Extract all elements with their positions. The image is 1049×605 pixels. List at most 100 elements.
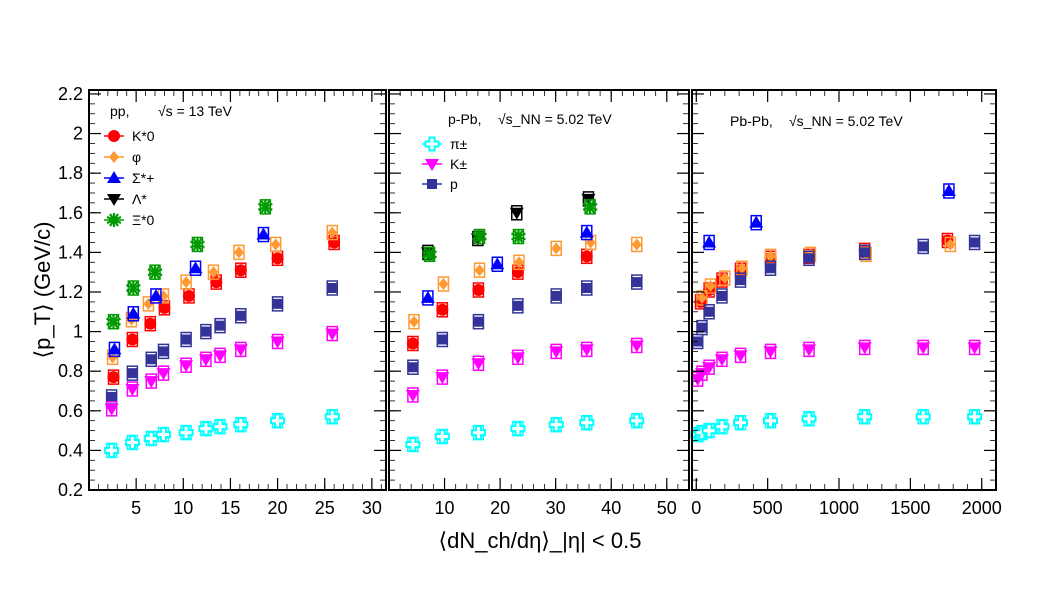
pbpb-kaon-point (763, 346, 778, 359)
pp-kstar0-point (328, 236, 341, 249)
pp-kaon-point (198, 354, 213, 367)
ppb-kaon-point (510, 352, 525, 365)
pbpb-pion-point (915, 409, 931, 425)
x-axis-title: ⟨dN_ch/dη⟩_|η| < 0.5 (439, 528, 642, 553)
x-tick-label: 50 (657, 498, 677, 518)
ppb-kaon-point (629, 340, 644, 353)
ppb-kstar0-point (406, 337, 419, 350)
ppb-kaon-point (435, 372, 450, 385)
x-tick-label: 15 (220, 498, 240, 518)
pp-sigmastar-point (256, 227, 271, 240)
legend-ppb-proton-label: p (450, 176, 458, 192)
pbpb-pion-point (801, 411, 817, 427)
pp-proton-point (181, 334, 192, 345)
y-tick-label: 0.4 (58, 440, 83, 460)
pp-pion-point (212, 419, 228, 435)
x-tick-label: 10 (173, 498, 193, 518)
pp-kaon-point (179, 360, 194, 373)
panel-ppb-system-label: p-Pb, (448, 111, 481, 127)
pp-proton-point (158, 346, 169, 357)
pp-phi-point (270, 238, 281, 251)
panel-pp-legend: K*0 φ Σ*+ Λ* Ξ*0 (104, 128, 155, 228)
x-tick-label: 500 (753, 498, 783, 518)
ppb-proton-point (407, 362, 418, 373)
ppb-xistar0-point (422, 247, 437, 262)
ppb-proton-point (473, 316, 484, 327)
y-tick-label: 0.2 (58, 480, 83, 500)
x-tick-label: 1500 (890, 498, 930, 518)
pbpb-phi-point (719, 272, 730, 285)
ppb-phi-point (551, 242, 562, 255)
ppb-kaon-point (579, 344, 594, 357)
pp-kstar0-point (126, 333, 139, 346)
pp-sigmastar-point (188, 261, 203, 274)
pp-pion-point (198, 421, 214, 437)
ppb-kaon-point (405, 389, 420, 402)
legend-pp-phi-label: φ (132, 149, 141, 165)
pp-proton-point (272, 298, 283, 309)
y-tick-label: 2.2 (58, 84, 83, 104)
ppb-pion-point (548, 417, 564, 433)
panel-pp-system-label: pp, (110, 103, 129, 119)
ppb-phi-point (514, 256, 524, 269)
ppb-pion-point (629, 413, 645, 429)
pbpb-sigmastar-point (702, 235, 717, 248)
pp-pion-point (155, 427, 171, 443)
legend-pp-phi-marker (109, 151, 119, 163)
x-tick-label: 5 (131, 498, 141, 518)
y-tick-label: 0.8 (58, 361, 83, 381)
panel-ppb-marks (405, 191, 645, 453)
pbpb-pion-point (967, 409, 983, 425)
pp-proton-point (327, 283, 338, 294)
pbpb-kaon-point (916, 342, 931, 355)
pp-phi-point (181, 276, 192, 289)
pp-kaon-point (325, 328, 340, 341)
pbpb-proton-point (969, 237, 980, 248)
pbpb-pion-point (714, 419, 730, 435)
ppb-phi-point (409, 315, 419, 328)
pp-kaon-point (270, 336, 285, 349)
pp-pion-point (124, 434, 140, 450)
x-tick-label: 25 (315, 498, 335, 518)
panel-ppb-ticks: 10 20 30 40 50 (388, 90, 690, 518)
pbpb-sigmastar-point (941, 183, 956, 196)
ppb-pion-point (470, 425, 486, 441)
x-tick-label: 20 (490, 498, 510, 518)
pbpb-proton-point (716, 290, 727, 301)
pp-proton-point (127, 368, 138, 379)
legend-pp-xistar0-label: Ξ*0 (132, 212, 155, 228)
legend-pp-kstar0-label: K*0 (132, 128, 155, 144)
pbpb-pion-point (701, 423, 717, 439)
pbpb-pion-point (762, 413, 778, 429)
x-tick-label: 10 (435, 498, 455, 518)
x-tick-label: 20 (268, 498, 288, 518)
x-tick-label: 1000 (819, 498, 859, 518)
pp-kstar0-point (182, 289, 195, 302)
pp-kstar0-point (234, 264, 247, 277)
pbpb-sigmastar-point (749, 215, 764, 228)
ppb-sigmastar-point (490, 257, 505, 270)
pbpb-pion-point (857, 409, 873, 425)
x-tick-label: 30 (362, 498, 382, 518)
ppb-xistar0-point (472, 229, 487, 244)
panel-pbpb-system-label: Pb-Pb, (730, 113, 773, 129)
ppb-sigmastar-point (420, 290, 435, 303)
legend-pp-lambdastar-label: Λ* (132, 191, 147, 207)
pp-xistar0-point (125, 281, 141, 296)
pp-kaon-point (125, 384, 140, 397)
ppb-proton-point (551, 290, 562, 301)
panel-pp-frame (88, 89, 387, 491)
pp-xistar0-point (147, 265, 163, 280)
pp-proton-point (215, 320, 226, 331)
legend-ppb-kaon-label: K± (450, 156, 467, 172)
pp-kstar0-point (107, 371, 120, 384)
pp-kaon-point (104, 403, 119, 416)
legend-ppb-kaon-marker (425, 159, 439, 171)
x-tick-label: 30 (546, 498, 566, 518)
x-tick-label: 40 (601, 498, 621, 518)
legend-pp-sigmastar-label: Σ*+ (132, 170, 154, 186)
ppb-proton-point (512, 300, 523, 311)
ppb-xistar0-point (511, 229, 526, 244)
ppb-proton-point (437, 334, 448, 345)
